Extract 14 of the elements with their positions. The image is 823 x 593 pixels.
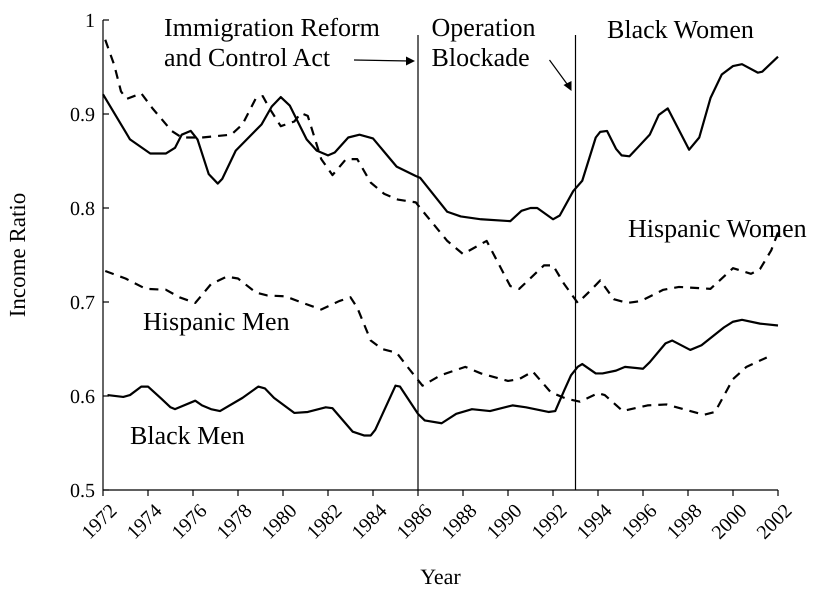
y-axis-title: Income Ratio [5, 192, 30, 318]
y-tick-label: 0.7 [70, 292, 95, 314]
y-tick-label: 0.8 [70, 198, 95, 220]
y-tick-label: 1 [85, 10, 95, 32]
ref-line-label: Operation Blockade [432, 13, 536, 72]
y-tick-label: 0.6 [70, 386, 95, 408]
x-axis-title: Year [420, 564, 462, 589]
y-tick-label: 0.9 [70, 104, 95, 126]
series-label: Black Women [607, 15, 754, 44]
ref-line-label: Immigration Reform and Control Act [164, 13, 380, 72]
series-label: Hispanic Women [628, 214, 807, 243]
series-label: Black Men [130, 421, 245, 450]
series-label: Hispanic Men [143, 307, 290, 336]
y-tick-label: 0.5 [70, 480, 95, 502]
